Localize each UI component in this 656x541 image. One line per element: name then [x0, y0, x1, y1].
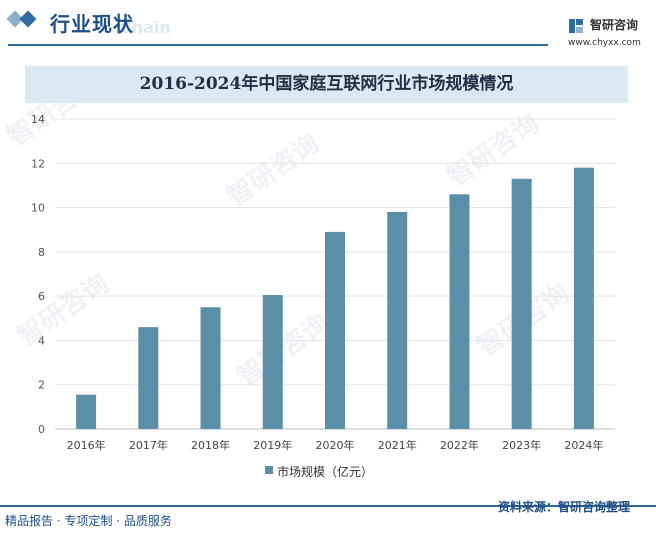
x-tick-label: 2019年	[253, 438, 292, 452]
brand-logo-icon	[569, 19, 583, 33]
bar	[200, 307, 221, 429]
x-tick-label: 2023年	[502, 438, 541, 452]
chart-title-band: 2016-2024年中国家庭互联网行业市场规模情况	[25, 66, 628, 103]
x-tick-label: 2020年	[316, 438, 355, 452]
bar	[449, 194, 470, 429]
footer-source: 资料来源：智研咨询整理	[498, 500, 631, 514]
brand-name: 智研咨询	[590, 18, 639, 32]
header-divider	[8, 44, 548, 46]
legend-label: 市场规模（亿元）	[277, 465, 374, 479]
footer-divider	[0, 505, 656, 507]
section-title: 行业现状	[50, 12, 134, 36]
y-tick-label: 10	[31, 202, 45, 215]
y-tick-label: 0	[38, 423, 45, 436]
bar	[262, 295, 283, 429]
footer-tagline: 精品报告 · 专项定制 · 品质服务	[5, 514, 172, 528]
section-watermark: Chain	[120, 18, 171, 37]
y-tick-label: 4	[38, 334, 45, 347]
bar	[573, 167, 594, 429]
chart-title: 2016-2024年中国家庭互联网行业市场规模情况	[139, 74, 514, 94]
x-tick-label: 2022年	[440, 438, 479, 452]
x-tick-label: 2016年	[67, 438, 106, 452]
x-tick-label: 2021年	[378, 438, 417, 452]
bar	[325, 231, 345, 429]
y-tick-label: 14	[31, 113, 45, 126]
y-tick-label: 6	[38, 290, 45, 303]
bar	[76, 394, 97, 429]
bar	[138, 327, 159, 429]
section-header: Chain 行业现状 智研咨询 www.chyxx.com	[0, 0, 656, 48]
brand: 智研咨询 www.chyxx.com	[568, 14, 652, 48]
x-tick-label: 2018年	[191, 438, 230, 452]
y-tick-label: 8	[38, 246, 45, 259]
x-tick-label: 2017年	[129, 438, 168, 452]
bar	[387, 212, 408, 429]
brand-url: www.chyxx.com	[568, 38, 641, 48]
bar	[511, 178, 532, 429]
y-tick-label: 12	[31, 157, 45, 170]
x-tick-label: 2024年	[564, 438, 603, 452]
y-tick-label: 2	[38, 379, 45, 392]
legend-swatch	[265, 466, 273, 474]
